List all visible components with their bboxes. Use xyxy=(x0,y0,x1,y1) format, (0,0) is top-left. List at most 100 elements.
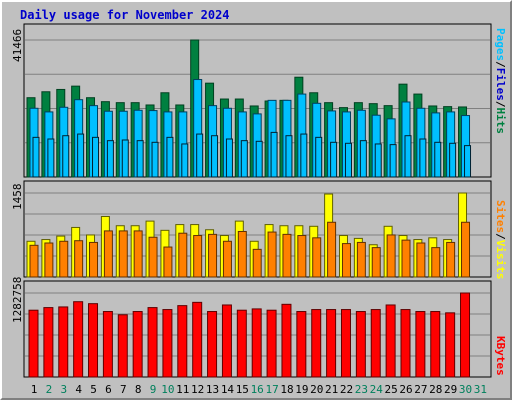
kbytes-bar-day-8 xyxy=(132,311,143,378)
sites-bar-day-25 xyxy=(386,234,396,278)
sites-bar-day-15 xyxy=(237,230,247,278)
pages-bar-day-12 xyxy=(196,133,204,178)
sites-bar-day-2 xyxy=(44,242,54,278)
kbytes-bar-day-11 xyxy=(177,305,188,378)
pages-bar-day-21 xyxy=(330,141,338,178)
sites-bar-day-20 xyxy=(312,237,322,278)
sites-bar-day-7 xyxy=(118,230,128,278)
x-axis-day-label: 21 xyxy=(325,383,338,396)
sites-bar-day-26 xyxy=(401,239,411,278)
pages-bar-day-17 xyxy=(270,131,278,178)
kbytes-bar-day-13 xyxy=(207,311,218,378)
pages-bar-day-8 xyxy=(136,140,144,178)
x-axis-day-label: 30 xyxy=(459,383,472,396)
pages-bar-day-2 xyxy=(47,138,55,178)
sites-bar-day-16 xyxy=(252,248,262,278)
kbytes-bar-day-3 xyxy=(58,306,69,378)
pages-bar-day-11 xyxy=(181,143,189,178)
pages-bar-day-13 xyxy=(211,135,219,178)
kbytes-bar-day-7 xyxy=(117,314,128,378)
kbytes-bar-day-20 xyxy=(311,309,322,378)
sites-bar-day-4 xyxy=(74,240,84,278)
pages-bar-day-1 xyxy=(32,136,40,178)
sites-bar-day-27 xyxy=(416,242,426,278)
kbytes-bar-day-24 xyxy=(370,309,381,378)
sites-bar-day-24 xyxy=(371,247,381,278)
x-axis-day-label: 8 xyxy=(135,383,142,396)
pages-bar-day-27 xyxy=(419,138,427,178)
pages-bar-day-7 xyxy=(121,139,129,178)
sites-bar-day-6 xyxy=(103,230,113,278)
sites-bar-day-10 xyxy=(163,246,173,278)
pages-bar-day-22 xyxy=(344,142,352,178)
kbytes-bar-day-23 xyxy=(355,311,366,378)
kbytes-bar-day-12 xyxy=(192,301,203,378)
kbytes-bar-day-30 xyxy=(460,292,471,378)
kbytes-bar-day-18 xyxy=(281,303,292,378)
kbytes-bar-day-19 xyxy=(296,311,307,378)
kbytes-bar-day-5 xyxy=(88,303,99,378)
pages-bar-day-10 xyxy=(166,136,174,178)
pages-bar-day-30 xyxy=(464,145,472,178)
kbytes-bar-day-4 xyxy=(73,301,84,378)
x-axis-day-label: 29 xyxy=(444,383,457,396)
kbytes-bar-day-9 xyxy=(147,307,158,378)
x-axis-day-label: 28 xyxy=(429,383,442,396)
sites-bar-day-11 xyxy=(178,232,188,278)
pages-bar-day-16 xyxy=(255,140,263,178)
pages-bar-day-15 xyxy=(240,140,248,178)
pages-bar-day-6 xyxy=(106,140,114,178)
x-axis-day-label: 20 xyxy=(310,383,323,396)
sites-bar-day-9 xyxy=(148,236,158,278)
kbytes-bar-day-22 xyxy=(340,309,351,378)
x-axis-day-label: 27 xyxy=(414,383,427,396)
kbytes-bar-day-1 xyxy=(28,309,39,378)
kbytes-bar-day-10 xyxy=(162,309,173,378)
sites-bar-day-28 xyxy=(431,247,441,278)
pages-bar-day-5 xyxy=(92,136,100,178)
kbytes-bar-day-2 xyxy=(43,307,54,378)
x-axis-day-label: 10 xyxy=(161,383,174,396)
x-axis-day-label: 3 xyxy=(60,383,67,396)
kbytes-bar-day-28 xyxy=(430,311,441,378)
pages-bar-day-19 xyxy=(300,133,308,178)
kbytes-bar-day-16 xyxy=(251,308,262,378)
x-axis-day-label: 11 xyxy=(176,383,189,396)
x-axis-day-label: 14 xyxy=(221,383,235,396)
x-axis-day-label: 2 xyxy=(46,383,53,396)
x-axis-day-label: 26 xyxy=(399,383,412,396)
kbytes-bar-day-25 xyxy=(385,304,396,378)
pages-bar-day-14 xyxy=(225,138,233,178)
sites-bar-day-29 xyxy=(446,241,456,278)
sites-bar-day-22 xyxy=(341,243,351,278)
x-axis-day-label: 15 xyxy=(236,383,249,396)
x-axis-day-label: 17 xyxy=(265,383,278,396)
kbytes-bar-day-6 xyxy=(102,311,113,378)
pages-bar-day-29 xyxy=(449,142,457,178)
kbytes-bar-day-15 xyxy=(236,309,247,378)
pages-bar-day-28 xyxy=(434,141,442,178)
sites-bar-day-5 xyxy=(89,241,99,278)
pages-bar-day-18 xyxy=(285,135,293,178)
sites-bar-day-19 xyxy=(297,235,307,278)
x-axis-day-label: 12 xyxy=(191,383,204,396)
pages-bar-day-26 xyxy=(404,135,412,178)
pages-bar-day-4 xyxy=(77,133,85,178)
x-axis-day-label: 23 xyxy=(355,383,368,396)
sites-bar-day-8 xyxy=(133,230,143,278)
x-axis-day-label: 19 xyxy=(295,383,308,396)
x-axis-day-label: 6 xyxy=(105,383,112,396)
sites-bar-day-14 xyxy=(222,240,232,278)
pages-bar-day-25 xyxy=(389,144,397,178)
pages-bar-day-3 xyxy=(62,135,70,178)
x-axis-day-label: 18 xyxy=(280,383,293,396)
pages-bar-day-9 xyxy=(151,141,159,178)
sites-bar-day-21 xyxy=(327,221,337,278)
sites-bar-day-18 xyxy=(282,233,292,278)
sites-bar-day-23 xyxy=(356,241,366,278)
x-axis-day-label: 7 xyxy=(120,383,127,396)
x-axis-day-label: 9 xyxy=(150,383,157,396)
x-axis-day-label: 4 xyxy=(75,383,82,396)
x-axis-day-label: 16 xyxy=(251,383,264,396)
kbytes-bar-day-27 xyxy=(415,311,426,378)
